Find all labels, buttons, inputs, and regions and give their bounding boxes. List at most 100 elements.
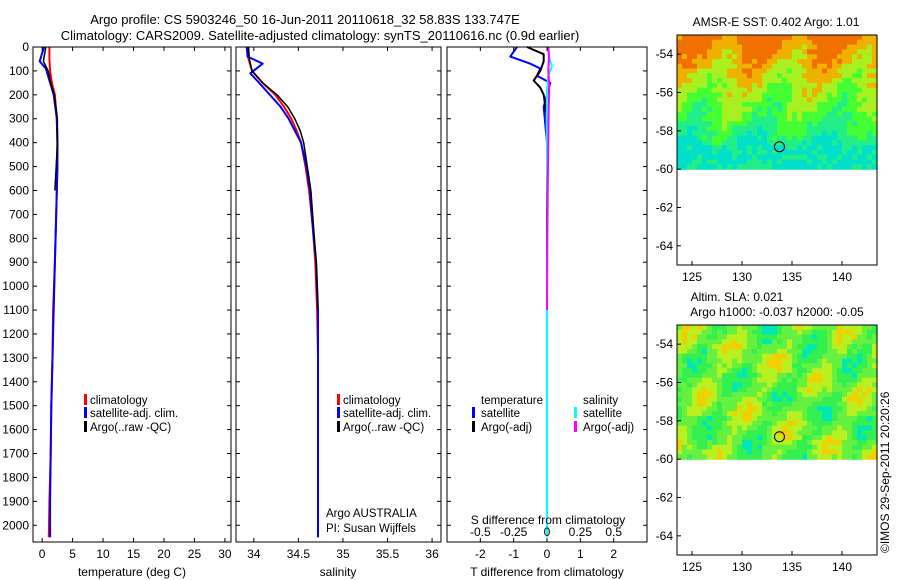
map-cell bbox=[842, 430, 848, 436]
map-cell bbox=[727, 435, 733, 441]
map-cell bbox=[807, 97, 813, 103]
map-cell bbox=[862, 121, 868, 127]
map-cell bbox=[692, 406, 698, 412]
map-cell bbox=[827, 344, 833, 350]
map-cell bbox=[747, 382, 753, 388]
map-cell bbox=[742, 382, 748, 388]
map-cell bbox=[717, 348, 723, 355]
map-cell bbox=[832, 63, 838, 70]
map-cell bbox=[847, 372, 853, 379]
map-cell bbox=[742, 135, 748, 142]
map-cell bbox=[762, 111, 768, 118]
map-cell bbox=[747, 401, 753, 408]
map-cell bbox=[682, 135, 688, 142]
map-y-tick-label: -54 bbox=[656, 337, 674, 351]
map-cell bbox=[772, 329, 778, 336]
map-cell bbox=[687, 121, 693, 127]
map-cell bbox=[707, 140, 713, 146]
map-cell bbox=[842, 368, 848, 374]
map-cell bbox=[807, 363, 813, 369]
map-cell bbox=[872, 396, 878, 403]
map-cell bbox=[687, 372, 693, 379]
map-cell bbox=[687, 348, 693, 355]
map-cell bbox=[872, 440, 878, 446]
map-cell bbox=[827, 140, 833, 146]
map-cell bbox=[782, 130, 788, 137]
map-cell bbox=[757, 44, 763, 50]
map-cell bbox=[852, 420, 858, 427]
map-cell bbox=[862, 363, 868, 369]
map-cell bbox=[702, 444, 708, 451]
map-cell bbox=[782, 377, 788, 384]
map-cell bbox=[772, 430, 778, 436]
map-cell bbox=[782, 116, 788, 122]
map-cell bbox=[822, 135, 828, 142]
map-cell bbox=[757, 449, 763, 455]
map-cell bbox=[752, 49, 758, 55]
map-cell bbox=[677, 401, 683, 408]
map-cell bbox=[822, 401, 828, 408]
map-cell bbox=[872, 372, 878, 379]
map-cell bbox=[832, 121, 838, 127]
map-cell bbox=[727, 387, 733, 393]
sla-map-frame bbox=[676, 324, 878, 556]
map-cell bbox=[732, 68, 738, 74]
map-cell bbox=[737, 358, 743, 364]
map-cell bbox=[777, 44, 783, 50]
map-cell bbox=[852, 135, 858, 142]
map-cell bbox=[772, 78, 778, 84]
map-cell bbox=[792, 35, 798, 41]
map-cell bbox=[792, 353, 798, 360]
map-cell bbox=[862, 106, 868, 113]
map-cell bbox=[687, 164, 693, 170]
map-cell bbox=[837, 372, 843, 379]
map-cell bbox=[857, 126, 863, 132]
map-cell bbox=[752, 449, 758, 455]
map-cell bbox=[852, 145, 858, 151]
map-cell bbox=[857, 435, 863, 441]
map-cell bbox=[697, 140, 703, 146]
map-cell bbox=[817, 39, 823, 46]
map-cell bbox=[857, 387, 863, 393]
map-cell bbox=[732, 116, 738, 122]
map-cell bbox=[682, 334, 688, 340]
map-cell bbox=[692, 54, 698, 60]
map-cell bbox=[787, 377, 793, 384]
map-cell bbox=[837, 150, 843, 156]
map-cell bbox=[727, 121, 733, 127]
map-cell bbox=[697, 368, 703, 374]
map-cell bbox=[817, 106, 823, 113]
map-cell bbox=[747, 344, 753, 350]
map-cell bbox=[837, 164, 843, 170]
map-cell bbox=[707, 392, 713, 398]
map-cell bbox=[812, 353, 818, 360]
map-cell bbox=[777, 78, 783, 84]
map-cell bbox=[817, 387, 823, 393]
map-cell bbox=[862, 339, 868, 345]
map-cell bbox=[752, 78, 758, 84]
map-cell bbox=[872, 164, 878, 170]
map-cell bbox=[732, 87, 738, 94]
map-cell bbox=[862, 39, 868, 46]
map-cell bbox=[722, 44, 728, 50]
map-cell bbox=[747, 154, 753, 161]
map-cell bbox=[707, 430, 713, 436]
map-cell bbox=[692, 35, 698, 41]
map-cell bbox=[757, 164, 763, 170]
map-cell bbox=[782, 140, 788, 146]
map-cell bbox=[862, 140, 868, 146]
map-cell bbox=[842, 49, 848, 55]
map-cell bbox=[767, 154, 773, 161]
map-cell bbox=[742, 420, 748, 427]
map-cell bbox=[837, 444, 843, 451]
map-cell bbox=[797, 435, 803, 441]
map-cell bbox=[707, 82, 713, 89]
map-cell bbox=[722, 82, 728, 89]
map-cell bbox=[787, 106, 793, 113]
map-cell bbox=[847, 73, 853, 79]
map-cell bbox=[817, 150, 823, 156]
map-cell bbox=[792, 49, 798, 55]
map-cell bbox=[742, 145, 748, 151]
map-cell bbox=[767, 329, 773, 336]
map-cell bbox=[702, 121, 708, 127]
